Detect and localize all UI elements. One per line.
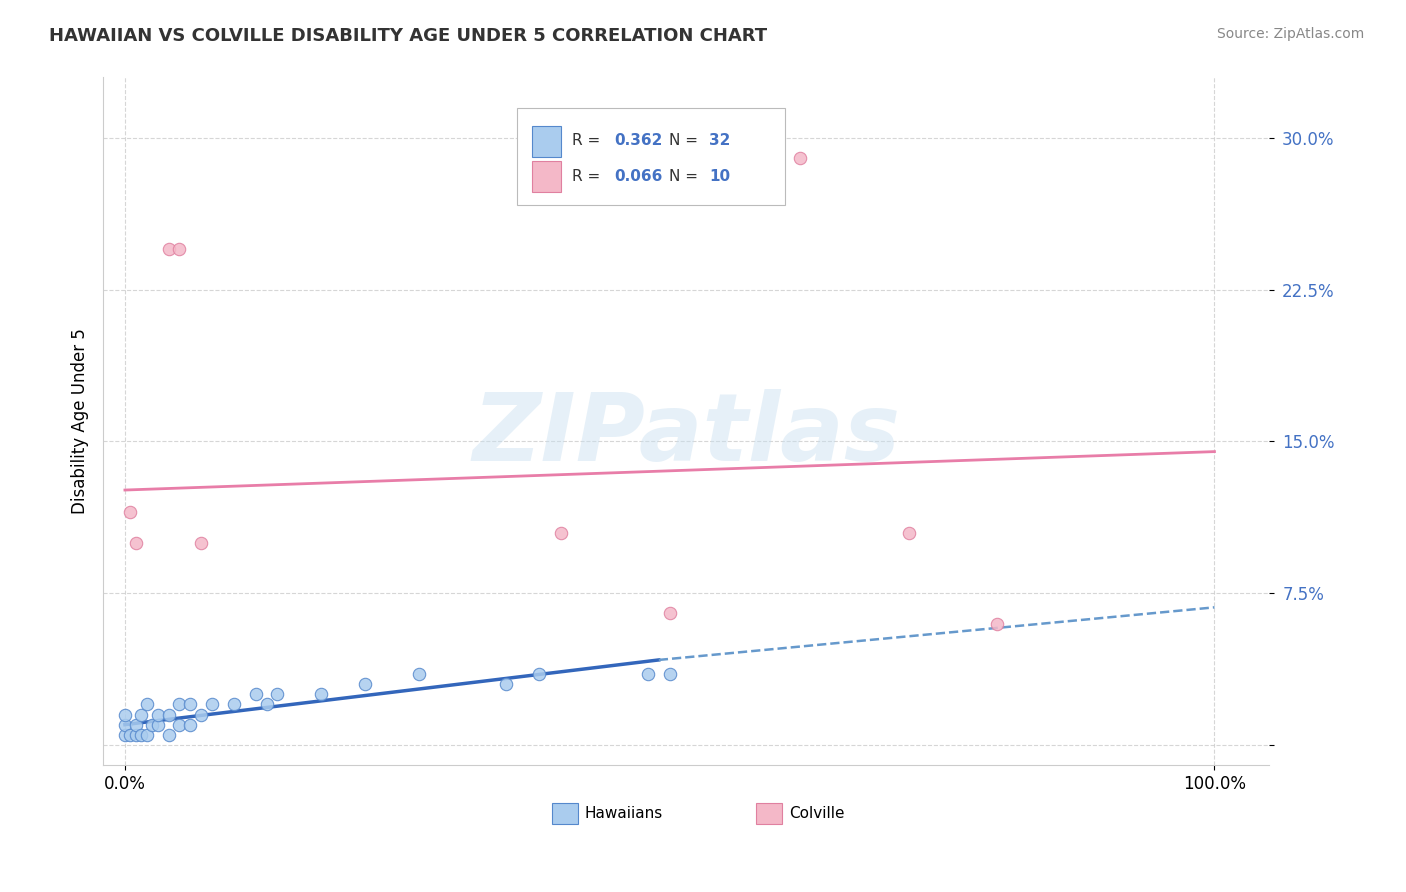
Text: N =: N =	[668, 169, 703, 184]
Point	[201, 698, 224, 712]
Text: 10: 10	[710, 169, 731, 184]
Point	[135, 698, 157, 712]
Point	[527, 667, 550, 681]
Point	[114, 707, 136, 722]
Point	[114, 717, 136, 731]
Point	[157, 707, 180, 722]
Point	[179, 717, 201, 731]
Text: N =: N =	[668, 133, 703, 148]
Y-axis label: Disability Age Under 5: Disability Age Under 5	[72, 328, 89, 514]
Point	[125, 728, 148, 742]
Text: HAWAIIAN VS COLVILLE DISABILITY AGE UNDER 5 CORRELATION CHART: HAWAIIAN VS COLVILLE DISABILITY AGE UNDE…	[49, 27, 768, 45]
Text: ZIPatlas: ZIPatlas	[472, 389, 900, 481]
Point	[125, 717, 148, 731]
Point	[146, 707, 169, 722]
FancyBboxPatch shape	[531, 126, 561, 156]
Text: Source: ZipAtlas.com: Source: ZipAtlas.com	[1216, 27, 1364, 41]
Point	[190, 707, 212, 722]
Point	[125, 535, 148, 549]
Point	[898, 525, 921, 540]
Point	[169, 243, 191, 257]
Point	[129, 707, 152, 722]
Text: Colville: Colville	[789, 805, 844, 821]
Point	[222, 698, 245, 712]
Point	[353, 677, 375, 691]
Point	[550, 525, 572, 540]
Point	[495, 677, 517, 691]
Point	[169, 717, 191, 731]
Point	[190, 535, 212, 549]
Point	[120, 505, 142, 519]
Point	[141, 717, 163, 731]
Point	[129, 728, 152, 742]
Point	[135, 728, 157, 742]
Point	[179, 698, 201, 712]
Text: 32: 32	[710, 133, 731, 148]
FancyBboxPatch shape	[756, 803, 782, 823]
Text: R =: R =	[572, 169, 605, 184]
Text: R =: R =	[572, 133, 605, 148]
Text: Hawaiians: Hawaiians	[585, 805, 662, 821]
Point	[658, 667, 681, 681]
Point	[637, 667, 659, 681]
Point	[986, 616, 1008, 631]
Text: 0.066: 0.066	[614, 169, 662, 184]
Point	[256, 698, 278, 712]
Point	[266, 687, 288, 701]
Point	[658, 607, 681, 621]
Text: 0.362: 0.362	[614, 133, 662, 148]
FancyBboxPatch shape	[553, 803, 578, 823]
Point	[120, 728, 142, 742]
FancyBboxPatch shape	[517, 109, 785, 204]
Point	[146, 717, 169, 731]
FancyBboxPatch shape	[531, 161, 561, 193]
Point	[114, 728, 136, 742]
Point	[408, 667, 430, 681]
Point	[157, 728, 180, 742]
Point	[157, 243, 180, 257]
Point	[309, 687, 332, 701]
Point	[245, 687, 267, 701]
Point	[169, 698, 191, 712]
Point	[789, 152, 811, 166]
